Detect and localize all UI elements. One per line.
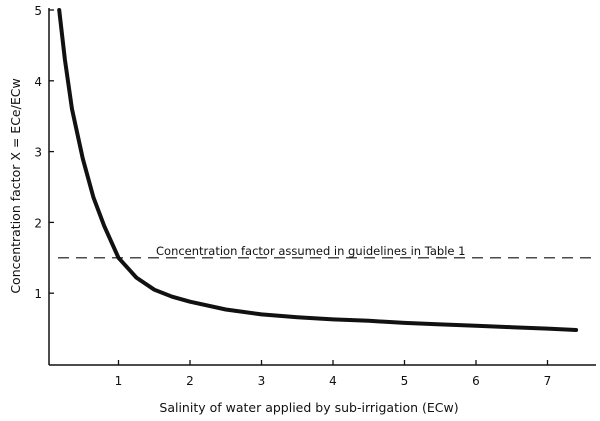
x-tick-label: 2: [186, 374, 194, 388]
y-axis-label: Concentration factor X = ECe/ECw: [8, 78, 23, 293]
x-axis-label: Salinity of water applied by sub-irrigat…: [159, 400, 458, 415]
x-tick-label: 7: [544, 374, 552, 388]
x-tick-label: 4: [329, 374, 337, 388]
x-tick-label: 6: [472, 374, 480, 388]
y-tick-label: 2: [34, 216, 42, 230]
y-tick-label: 4: [34, 75, 42, 89]
series-line: [57, 8, 579, 332]
y-tick-label: 5: [34, 4, 42, 18]
x-tick-label: 5: [401, 374, 409, 388]
x-tick-label: 3: [258, 374, 266, 388]
y-tick-label: 1: [34, 287, 42, 301]
reference-line-label: Concentration factor assumed in guidelin…: [156, 244, 465, 258]
x-tick-label: 1: [115, 374, 123, 388]
y-tick-label: 3: [34, 146, 42, 160]
